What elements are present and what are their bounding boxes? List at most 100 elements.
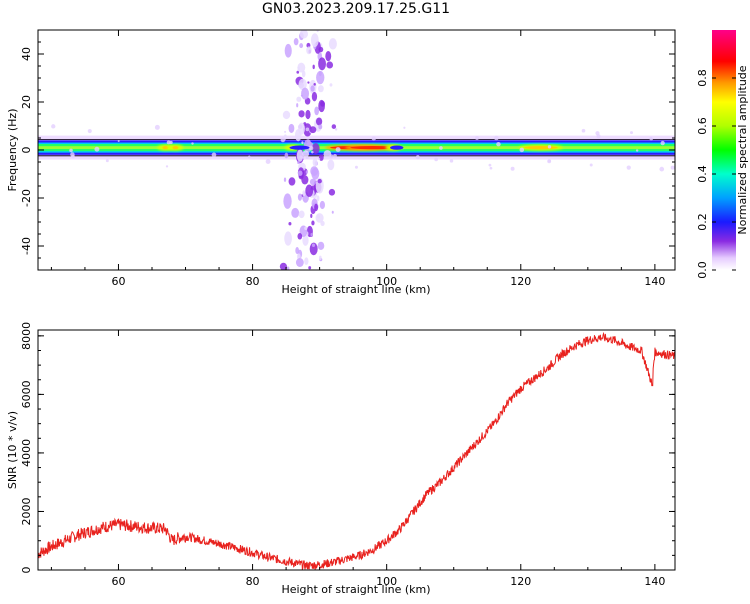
spectrogram-band-gap: [390, 145, 404, 150]
spectrogram-scatter-blob: [315, 213, 324, 223]
spectrogram-scatter-blob: [323, 150, 332, 159]
spectrogram-noise-blob: [71, 154, 75, 159]
spectrogram-noise-blob: [547, 159, 552, 164]
spectrogram-hot-spot: [350, 146, 397, 150]
spectrogram-scatter-blob: [315, 117, 323, 126]
spectrogram-noise-blob: [649, 137, 653, 141]
spectrogram-scatter-blob: [320, 100, 325, 107]
spectrogram-noise-blob: [434, 157, 438, 162]
spectrogram-noise-blob: [247, 155, 251, 159]
spectrogram-scatter-blob: [296, 96, 302, 102]
spectrogram-scatter-blob: [302, 234, 309, 246]
spectrogram-scatter-blob: [317, 178, 322, 184]
spectrogram-scatter-blob: [297, 66, 300, 72]
spectrogram-noise-blob: [371, 136, 376, 141]
spectrogram-scatter-blob: [310, 233, 313, 237]
spectrogram-scatter-blob: [331, 210, 334, 214]
snr-ytick-label: 8000: [20, 322, 33, 350]
spectrogram-scatter-blob: [326, 61, 334, 69]
spectrogram-scatter-blob: [284, 231, 292, 246]
spectrogram-noise-blob: [211, 152, 217, 158]
spectrogram-data: [38, 30, 675, 270]
spectrogram-scatter-blob: [306, 46, 312, 55]
spectrogram-scatter-blob: [310, 213, 313, 218]
spectrogram-scatter-blob: [288, 222, 292, 226]
spectrogram-noise-blob: [547, 145, 552, 149]
spectrogram-y-label: Frequency (Hz): [6, 109, 19, 192]
spectrogram-scatter-blob: [283, 193, 292, 209]
spectrogram-scatter-blob: [296, 70, 300, 74]
spectrogram-scatter-blob: [309, 178, 317, 186]
spectrogram-noise-blob: [154, 124, 160, 130]
spectrogram-noise-blob: [94, 146, 100, 152]
spectrogram-scatter-blob: [312, 64, 315, 70]
spectrogram-scatter-blob: [327, 159, 335, 171]
spectrogram-scatter-blob: [293, 38, 299, 46]
snr-frame: [37, 329, 676, 571]
snr-xtick-label: 140: [644, 575, 665, 588]
spectrogram-noise-blob: [305, 127, 310, 132]
spectrogram-noise-blob: [165, 165, 169, 168]
spectrogram-xtick-label: 80: [246, 275, 260, 288]
colorbar-label: Normalized spectral amplitude: [736, 65, 749, 234]
spectrogram-scatter-blob: [314, 203, 319, 212]
spectrogram-scatter-blob: [302, 150, 310, 158]
spectrogram-noise-blob: [308, 145, 314, 151]
spectrogram-x-axis: 60 80 100 120 140: [50, 30, 665, 288]
spectrogram-noise-blob: [629, 131, 634, 135]
spectrogram-noise-blob: [69, 148, 73, 153]
spectrogram-panel: 60 80 100 120 140 -40 -20 0 20 40 Height of stra…: [6, 29, 676, 296]
spectrogram-scatter-blob: [305, 170, 308, 174]
spectrogram-scatter-blob: [329, 83, 333, 87]
spectrogram-scatter-blob: [311, 143, 320, 155]
colorbar-tick-label: 0.2: [696, 213, 709, 231]
spectrogram-scatter-blob: [318, 124, 323, 130]
spectrogram-noise-blob: [105, 159, 109, 163]
snr-x-axis: 60 80 100 120 140: [50, 330, 665, 588]
spectrogram-xtick-label: 100: [376, 275, 397, 288]
colorbar: 0.0 0.2 0.4 0.6 0.8 Normalized spectral ampl…: [696, 30, 749, 279]
spectrogram-scatter-blob: [288, 177, 296, 186]
spectrogram-noise-blob: [329, 154, 334, 159]
spectrogram-scatter-blob: [311, 91, 318, 102]
snr-ytick-label: 2000: [20, 497, 33, 525]
spectrogram-scatter-blob: [316, 195, 320, 202]
spectrogram-noise-blob: [660, 140, 665, 146]
spectrogram-ytick-label: -20: [20, 189, 33, 207]
spectrogram-noise-blob: [87, 128, 92, 134]
spectrogram-noise-blob: [265, 159, 271, 164]
spectrogram-scatter-blob: [312, 157, 318, 167]
spectrogram-scatter-blob: [298, 78, 307, 91]
spectrogram-scatter-blob: [318, 255, 322, 260]
spectrogram-scatter-blob: [310, 33, 319, 47]
spectrogram-scatter-blob: [328, 188, 336, 196]
spectrogram-noise-blob: [659, 166, 665, 172]
spectrogram-scatter-blob: [316, 70, 325, 85]
spectrogram-scatter-blob: [297, 170, 303, 176]
spectrogram-noise-blob: [311, 150, 314, 154]
spectrogram-scatter-blob: [304, 226, 308, 231]
spectrogram-noise-blob: [166, 140, 171, 145]
spectrogram-scatter-blob: [305, 184, 314, 197]
spectrogram-noise-blob: [589, 163, 593, 167]
spectrogram-scatter-blob: [316, 30, 319, 33]
spectrogram-scatter-blob: [306, 139, 311, 143]
spectrogram-scatter-blob: [302, 190, 306, 197]
spectrogram-noise-blob: [596, 134, 601, 139]
spectrogram-scatter-blob: [291, 207, 300, 218]
spectrogram-ytick-label: 40: [20, 47, 33, 61]
spectrogram-scatter-blob: [299, 43, 304, 49]
spectrogram-noise-blob: [305, 155, 309, 160]
colorbar-tick-label: 0.4: [696, 165, 709, 183]
spectrogram-noise-blob: [403, 126, 406, 129]
spectrogram-scatter-blob: [314, 106, 320, 116]
spectrogram-noise-blob: [635, 149, 639, 152]
spectrogram-noise-blob: [488, 163, 492, 167]
snr-y-label: SNR (10 * v/v): [6, 411, 19, 489]
spectrogram-scatter-blob: [311, 220, 315, 226]
spectrogram-scatter-blob: [313, 82, 316, 86]
chart-title: GN03.2023.209.17.25.G11: [261, 1, 451, 17]
snr-xtick-label: 60: [111, 575, 125, 588]
spectrogram-noise-blob: [496, 141, 501, 147]
spectrogram-scatter-blob: [304, 257, 309, 265]
